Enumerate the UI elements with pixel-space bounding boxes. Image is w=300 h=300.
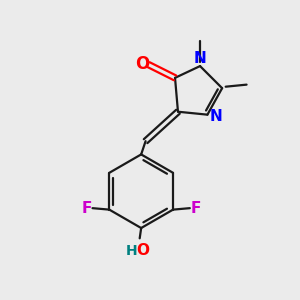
Text: F: F (81, 201, 92, 216)
Text: O: O (135, 55, 149, 73)
Text: N: N (194, 51, 206, 66)
Text: N: N (210, 109, 223, 124)
Text: F: F (190, 201, 201, 216)
Text: H: H (126, 244, 137, 258)
Text: O: O (137, 244, 150, 259)
